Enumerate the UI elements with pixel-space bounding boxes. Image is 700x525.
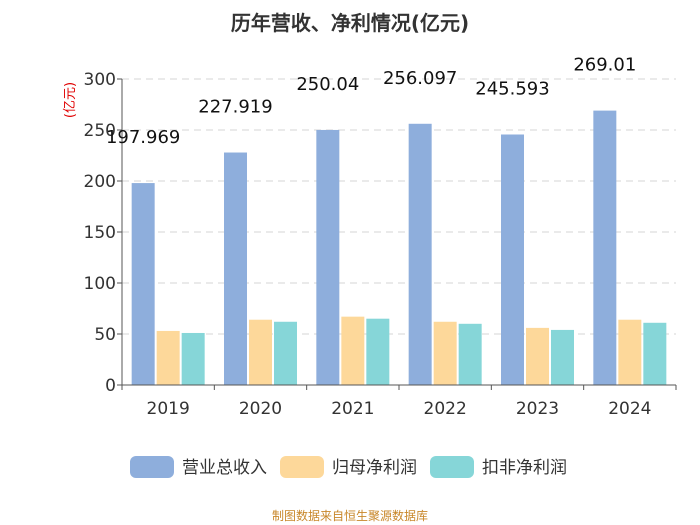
- data-label-2019: 197.969: [106, 127, 180, 148]
- bar-扣非净利润-2020: [274, 321, 297, 385]
- bar-归母净利润-2019: [156, 330, 180, 385]
- bar-营业总收入-2023: [501, 134, 524, 385]
- bar-扣非净利润-2021: [366, 318, 390, 385]
- bar-归母净利润-2023: [526, 327, 549, 385]
- data-label-2024: 269.01: [573, 55, 636, 76]
- bar-归母净利润-2022: [433, 321, 457, 385]
- grid-lines: [122, 78, 676, 335]
- legend-label-营业总收入: 营业总收入: [182, 458, 267, 478]
- y-tick-label-300: 300: [84, 70, 116, 90]
- chart-title: 历年营收、净利情况(亿元): [231, 11, 469, 35]
- y-tick-label-100: 100: [84, 274, 116, 294]
- y-tick-label-0: 0: [105, 376, 116, 396]
- legend: 营业总收入 归母净利润 扣非净利润: [130, 456, 567, 478]
- legend-swatch-营业总收入: [130, 456, 174, 478]
- bar-归母净利润-2021: [341, 316, 365, 385]
- bar-扣非净利润-2023: [551, 329, 574, 385]
- bar-扣非净利润-2019: [181, 332, 205, 385]
- x-tick-label-2024: 2024: [608, 399, 651, 419]
- y-tick-label-50: 50: [94, 325, 116, 345]
- bar-归母净利润-2020: [249, 319, 272, 385]
- bar-营业总收入-2022: [408, 123, 432, 385]
- data-label-2021: 250.04: [296, 74, 359, 95]
- bar-营业总收入-2020: [224, 152, 247, 385]
- bar-扣非净利润-2024: [643, 322, 667, 385]
- legend-label-扣非净利润: 扣非净利润: [482, 458, 567, 478]
- bar-扣非净利润-2022: [458, 323, 482, 385]
- x-tick-label-2020: 2020: [239, 399, 282, 419]
- y-axis-unit: (亿元): [63, 82, 78, 118]
- data-label-2022: 256.097: [383, 68, 457, 89]
- legend-swatch-扣非净利润: [430, 456, 474, 478]
- legend-label-归母净利润: 归母净利润: [332, 458, 417, 478]
- source-note: 制图数据来自恒生聚源数据库: [272, 508, 428, 523]
- bar-营业总收入-2019: [131, 183, 155, 385]
- bar-营业总收入-2021: [316, 129, 340, 385]
- x-tick-label-2022: 2022: [424, 399, 467, 419]
- y-tick-label-250: 250: [84, 121, 116, 141]
- data-label-2020: 227.919: [198, 97, 272, 118]
- bar-归母净利润-2024: [618, 319, 642, 385]
- x-tick-label-2021: 2021: [331, 399, 374, 419]
- y-tick-label-150: 150: [84, 223, 116, 243]
- data-label-2023: 245.593: [475, 78, 549, 99]
- x-axis-ticks: 2019 2020 2021 2022 2023 2024: [121, 385, 677, 419]
- x-tick-label-2019: 2019: [147, 399, 190, 419]
- bar-营业总收入-2024: [593, 110, 617, 385]
- y-axis-ticks: 0 50 100 150 200 250 300: [84, 70, 122, 396]
- legend-swatch-归母净利润: [280, 456, 324, 478]
- bars: [131, 110, 667, 385]
- x-tick-label-2023: 2023: [516, 399, 559, 419]
- data-labels: 197.969 227.919 250.04 256.097 245.593 269.01: [106, 55, 636, 148]
- y-tick-label-200: 200: [84, 172, 116, 192]
